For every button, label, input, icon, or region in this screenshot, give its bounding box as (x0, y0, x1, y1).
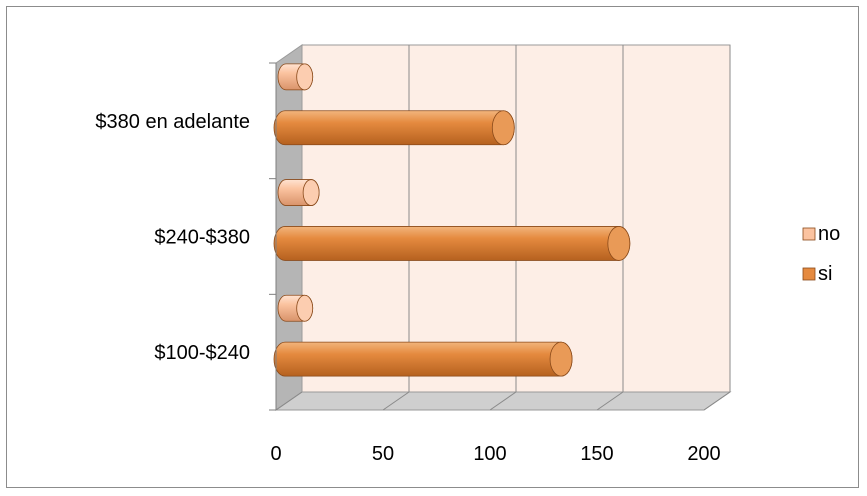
bar-no-0-cap (297, 295, 313, 321)
bar-si-2-cap (492, 111, 514, 145)
category-label-2: $380 en adelante (95, 111, 250, 133)
x-tick-label-100: 100 (473, 443, 506, 465)
bar-si-0 (274, 342, 572, 376)
bar-si-2 (274, 111, 514, 145)
category-labels: $100-$240 $240-$380 $380 en adelante (95, 111, 250, 364)
legend-label-no: no (818, 223, 840, 245)
x-tick-label-0: 0 (270, 443, 281, 465)
legend: no si (803, 223, 840, 285)
bar-no-1-cap (303, 180, 319, 206)
bar-si-0-body (274, 342, 572, 376)
legend-swatch-no (803, 228, 815, 240)
bar-no-2-cap (297, 64, 313, 90)
bar-si-1-body (274, 226, 630, 260)
bar-no-0 (278, 295, 313, 321)
bar-si-0-cap (550, 342, 572, 376)
bar-si-1 (274, 226, 630, 260)
legend-label-si: si (818, 263, 832, 285)
x-tick-label-50: 50 (372, 443, 394, 465)
bar-si-2-body (274, 111, 514, 145)
legend-swatch-si (803, 268, 815, 280)
x-tick-label-200: 200 (687, 443, 720, 465)
bar-si-1-cap (608, 226, 630, 260)
bar-no-1 (278, 180, 319, 206)
bar-no-2 (278, 64, 313, 90)
x-tick-label-150: 150 (580, 443, 613, 465)
category-label-0: $100-$240 (154, 342, 250, 364)
category-label-1: $240-$380 (154, 227, 250, 249)
tick-labels: 0 50 100 150 200 (270, 443, 720, 465)
